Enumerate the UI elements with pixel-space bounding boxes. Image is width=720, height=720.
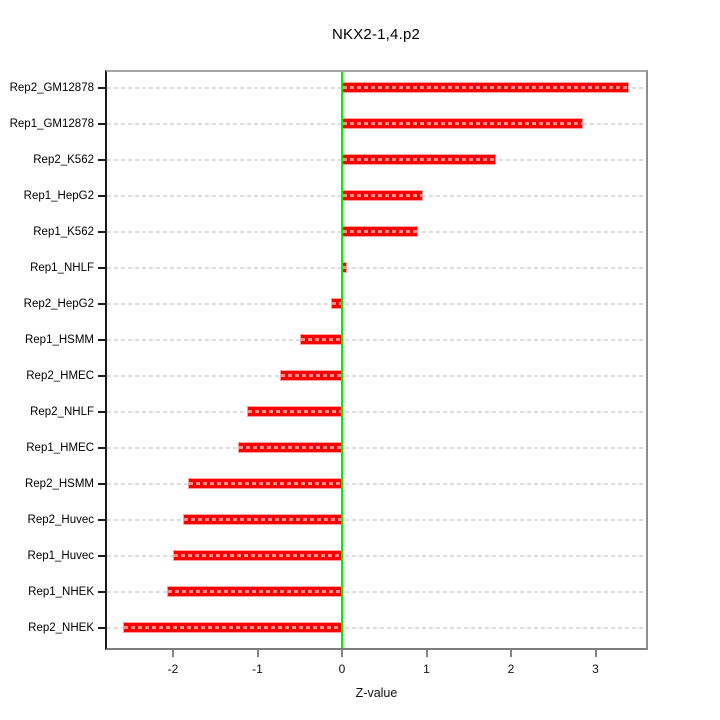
gridline [107,627,646,629]
x-axis-tick-label: 1 [423,662,430,676]
x-axis-tick [172,650,174,657]
gridline [107,519,646,521]
y-axis-tick [98,231,105,233]
y-axis-category-label: Rep2_HSMM [24,478,94,490]
bar-rep1_nhek [167,586,342,597]
y-axis-tick [98,267,105,269]
gridline [107,303,646,305]
y-axis-tick [98,519,105,521]
bar-rep1_hsmm [299,334,342,345]
y-axis-category-label: Rep2_K562 [33,154,94,166]
x-axis-tick-label: -2 [167,662,179,676]
y-axis-tick [98,411,105,413]
bar-rep2_nhlf [247,406,342,417]
bar-rep1_gm12878 [342,118,583,129]
gridline [107,267,646,269]
y-axis-tick [98,123,105,125]
zero-reference-line [341,72,343,648]
y-axis-category-label: Rep1_HSMM [24,334,94,346]
y-axis-category-label: Rep2_HMEC [26,370,94,382]
x-axis-label: Z-value [355,686,398,700]
y-axis-tick [98,591,105,593]
bar-rep2_hmec [280,370,342,381]
y-axis-category-label: Rep1_NHLF [30,262,94,274]
y-axis-category-label: Rep1_Huvec [27,550,94,562]
gridline [107,375,646,377]
y-axis-tick [98,483,105,485]
bar-rep1_huvec [173,550,342,561]
bar-rep2_nhek [123,622,342,633]
y-axis-category-label: Rep1_K562 [33,226,94,238]
y-axis-tick [98,303,105,305]
y-axis-category-label: Rep1_HepG2 [23,190,94,202]
chart-title: NKX2-1,4.p2 [331,26,421,43]
y-axis-category-label: Rep2_HepG2 [23,298,94,310]
bar-rep2_huvec [183,514,342,525]
gridline [107,411,646,413]
y-axis-tick [98,627,105,629]
bar-rep1_hmec [238,442,342,453]
gridline [107,483,646,485]
gridline [107,447,646,449]
y-axis-tick [98,375,105,377]
bar-rep1_k562 [342,226,419,237]
x-axis-tick [425,650,428,657]
gridline [107,555,646,557]
bar-rep2_k562 [342,154,496,165]
y-axis-category-label: Rep1_HMEC [26,442,94,454]
bar-rep1_hepg2 [342,190,424,201]
x-axis-tick-label: -1 [252,662,263,676]
y-axis-category-label: Rep2_GM12878 [9,82,94,94]
y-axis-category-label: Rep1_GM12878 [9,118,94,130]
gridline [107,591,646,593]
gridline [107,339,646,341]
x-axis-tick-label: 2 [507,662,515,676]
y-axis-tick [98,339,105,341]
x-axis-tick [341,650,343,657]
y-axis-category-label: Rep2_NHEK [28,622,94,634]
y-axis-category-label: Rep2_Huvec [27,514,94,526]
x-axis-tick-label: 0 [338,662,346,676]
x-axis-tick [510,650,512,657]
y-axis-tick [98,159,105,161]
y-axis-category-label: Rep1_NHEK [28,586,94,598]
x-axis-tick [594,650,597,657]
bar-rep2_gm12878 [342,82,630,93]
x-axis-tick [256,650,259,657]
x-axis-tick-label: 3 [592,662,599,676]
y-axis-tick [98,555,105,557]
y-axis-tick [98,195,105,197]
y-axis-category-label: Rep2_NHLF [30,406,94,418]
y-axis-tick [98,447,105,449]
y-axis-tick [98,87,105,89]
bar-rep2_hsmm [188,478,342,489]
